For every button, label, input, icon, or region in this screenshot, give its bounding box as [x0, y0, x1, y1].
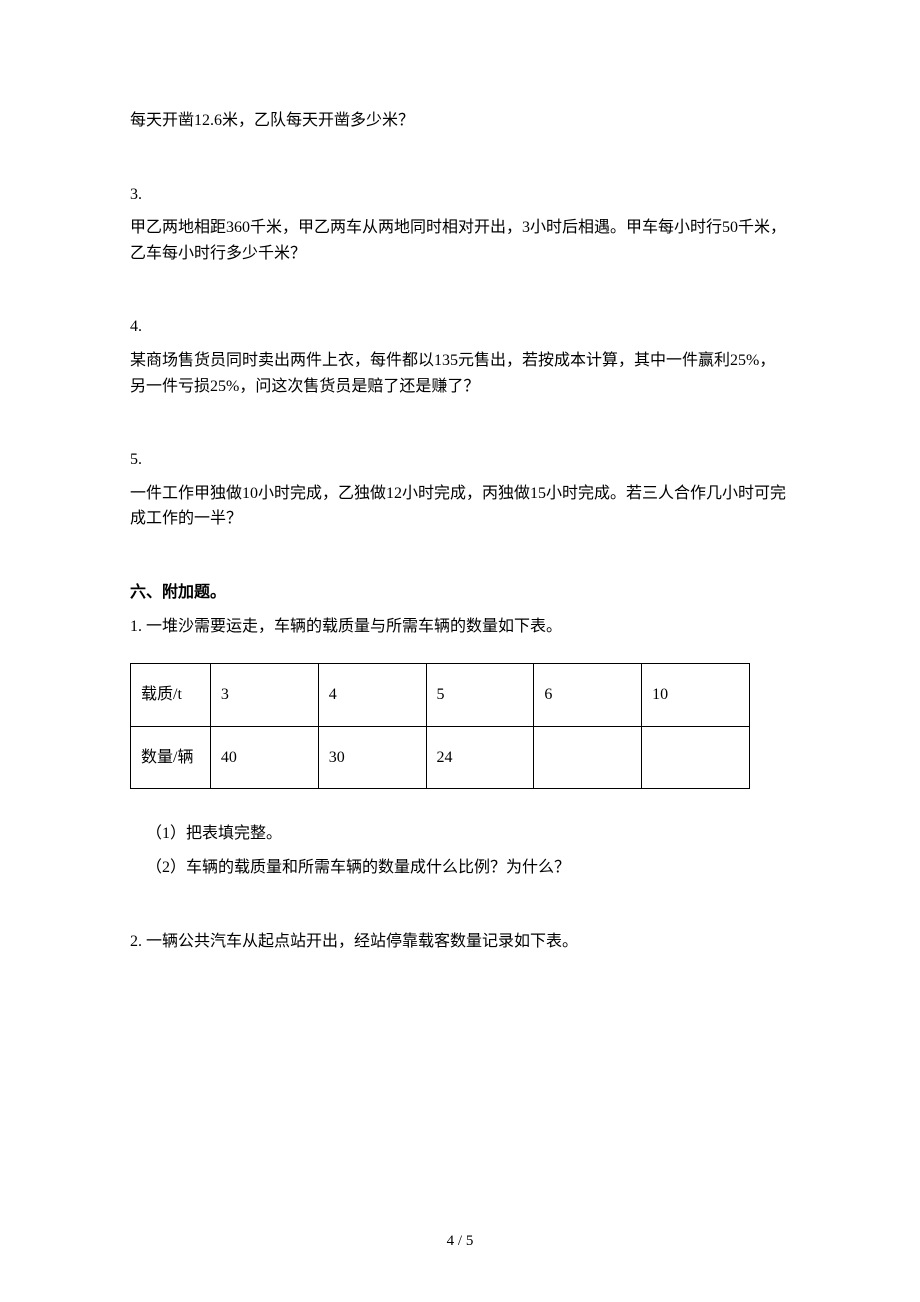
- load-cell: 4: [318, 664, 426, 727]
- load-cell: 10: [642, 664, 750, 727]
- page-footer: 4 / 5: [0, 1233, 920, 1250]
- table-row: 数量/辆 40 30 24: [131, 726, 750, 789]
- section6-q1-sub2: （2）车辆的载质量和所需车辆的数量成什么比例？为什么？: [130, 855, 790, 881]
- row2-label: 数量/辆: [131, 726, 211, 789]
- q4-number: 4.: [130, 314, 790, 340]
- q3-number: 3.: [130, 182, 790, 208]
- count-cell: 30: [318, 726, 426, 789]
- q5-number: 5.: [130, 447, 790, 473]
- section6-q1-label: 1. 一堆沙需要运走，车辆的载质量与所需车辆的数量如下表。: [130, 614, 790, 640]
- section6-q2-label: 2. 一辆公共汽车从起点站开出，经站停靠载客数量记录如下表。: [130, 929, 790, 955]
- q3-text: 甲乙两地相距360千米，甲乙两车从两地同时相对开出，3小时后相遇。甲车每小时行5…: [130, 215, 790, 266]
- row1-label: 载质/t: [131, 664, 211, 727]
- spacer: [130, 889, 790, 929]
- table-row: 载质/t 3 4 5 6 10: [131, 664, 750, 727]
- load-table-wrap: 载质/t 3 4 5 6 10 数量/辆 40 30 24: [130, 663, 790, 789]
- q5-text: 一件工作甲独做10小时完成，乙独做12小时完成，丙独做15小时完成。若三人合作几…: [130, 481, 790, 532]
- q2-continuation: 每天开凿12.6米，乙队每天开凿多少米？: [130, 108, 790, 134]
- count-cell: [642, 726, 750, 789]
- document-content: 每天开凿12.6米，乙队每天开凿多少米？ 3. 甲乙两地相距360千米，甲乙两车…: [130, 108, 790, 954]
- q4-text: 某商场售货员同时卖出两件上衣，每件都以135元售出，若按成本计算，其中一件赢利2…: [130, 348, 790, 399]
- count-cell: [534, 726, 642, 789]
- count-cell: 24: [426, 726, 534, 789]
- load-cell: 3: [210, 664, 318, 727]
- section6-q1-sub1: （1）把表填完整。: [130, 821, 790, 847]
- section6-heading: 六、附加题。: [130, 580, 790, 606]
- load-cell: 6: [534, 664, 642, 727]
- count-cell: 40: [210, 726, 318, 789]
- load-table: 载质/t 3 4 5 6 10 数量/辆 40 30 24: [130, 663, 750, 789]
- load-cell: 5: [426, 664, 534, 727]
